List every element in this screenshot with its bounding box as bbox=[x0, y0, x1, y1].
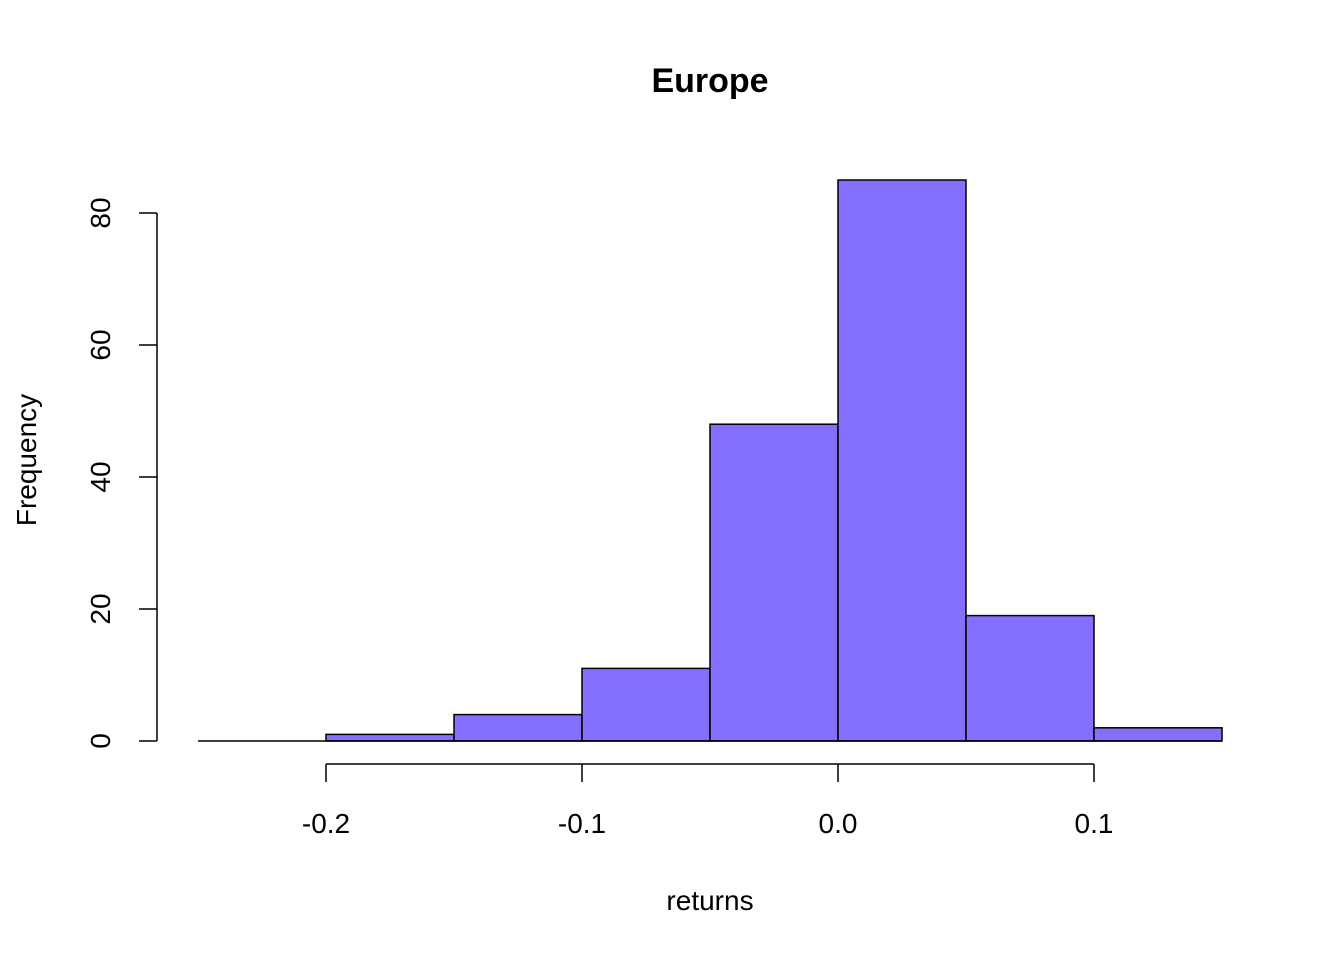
chart-title: Europe bbox=[651, 62, 768, 100]
y-tick-label: 20 bbox=[85, 593, 116, 624]
y-tick-label: 0 bbox=[85, 733, 116, 749]
y-axis: 0 20 40 60 80 bbox=[85, 197, 158, 749]
y-tick-label: 60 bbox=[85, 329, 116, 360]
x-axis: -0.2 -0.1 0.0 0.1 bbox=[302, 763, 1114, 839]
x-tick-label: 0.1 bbox=[1075, 808, 1114, 839]
histogram-bar bbox=[709, 423, 839, 742]
x-tick-label: -0.2 bbox=[302, 808, 350, 839]
histogram-bar bbox=[1093, 727, 1223, 742]
histogram-bar bbox=[837, 179, 967, 742]
histogram-bar bbox=[965, 614, 1095, 742]
y-axis-label: Frequency bbox=[11, 394, 42, 526]
y-tick-label: 40 bbox=[85, 461, 116, 492]
y-tick-label: 80 bbox=[85, 197, 116, 228]
bars-group bbox=[325, 179, 1223, 742]
histogram-bar bbox=[453, 713, 583, 742]
histogram-bar bbox=[325, 733, 455, 742]
x-tick-label: 0.0 bbox=[819, 808, 858, 839]
x-tick-label: -0.1 bbox=[558, 808, 606, 839]
x-axis-label: returns bbox=[666, 885, 753, 916]
histogram-bar bbox=[581, 667, 711, 742]
